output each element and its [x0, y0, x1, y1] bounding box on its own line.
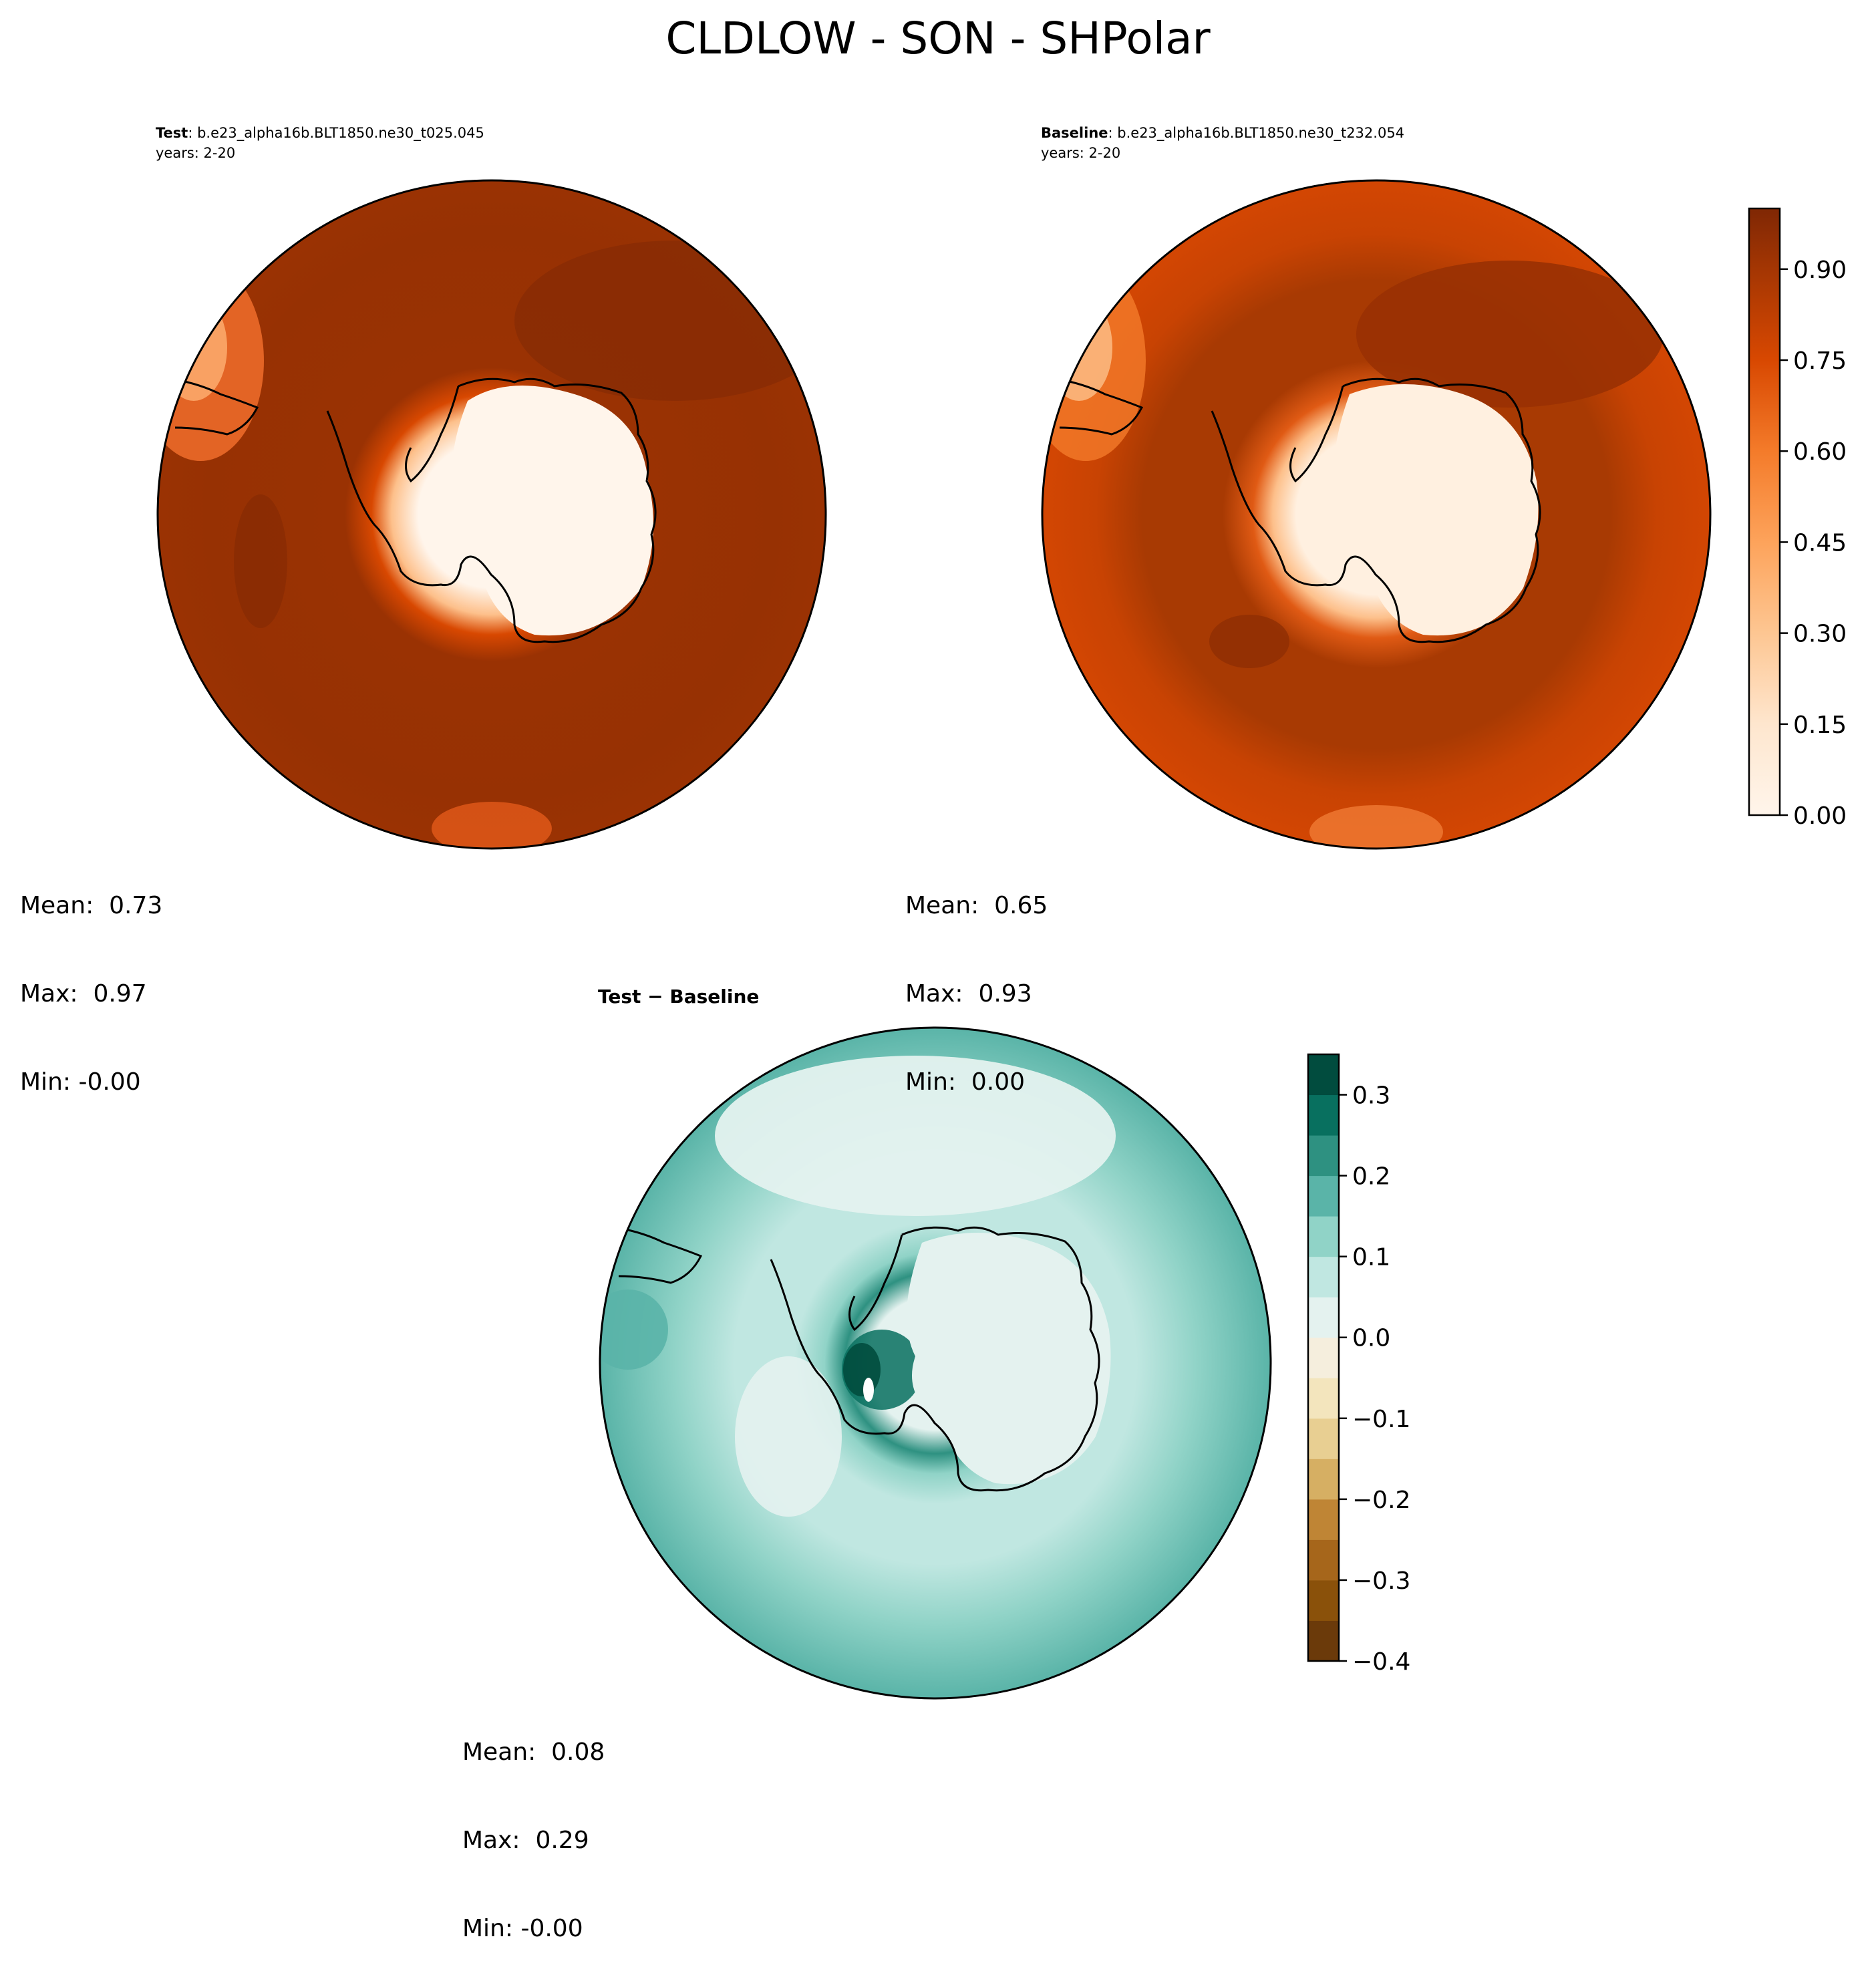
colorbar-cloud-fraction: 0.00 0.15 0.30 0.45 0.60 0.75 0.90 — [1748, 207, 1847, 830]
colorbar-difference: −0.4 −0.3 −0.2 −0.1 0.0 0.1 0.2 0.3 — [1307, 1053, 1410, 1676]
colorbar-cloud-fraction-bar — [1748, 207, 1781, 816]
map-baseline-dark-region — [1356, 261, 1664, 408]
stats-difference-min: Min: -0.00 — [462, 1915, 583, 1942]
map-baseline-antarctica-core — [1334, 384, 1539, 636]
stats-test-min: Min: -0.00 — [20, 1068, 141, 1096]
map-test — [158, 180, 826, 849]
panel-test-label-rest: : b.e23_alpha16b.BLT1850.ne30_t025.045 — [188, 125, 484, 142]
colorbar-difference-tick-label: −0.4 — [1352, 1648, 1410, 1676]
colorbar-difference-frame — [1307, 1053, 1340, 1662]
panel-difference: Test − Baseline — [598, 985, 1272, 1700]
map-difference-border — [599, 1026, 1272, 1700]
colorbar-cloud-fraction-tick-label: 0.00 — [1793, 802, 1847, 830]
panel-test: Test: b.e23_alpha16b.BLT1850.ne30_t025.0… — [156, 125, 827, 850]
stats-test-mean: Mean: 0.73 — [20, 892, 163, 919]
figure-title: CLDLOW - SON - SHPolar — [665, 13, 1211, 64]
panel-test-label: Test: b.e23_alpha16b.BLT1850.ne30_t025.0… — [156, 125, 484, 142]
map-difference-max-region — [843, 1343, 881, 1396]
map-test-south-america-coast — [174, 378, 259, 436]
map-difference-coastline — [770, 1226, 1100, 1492]
colorbar-difference-tick-label: 0.1 — [1352, 1244, 1390, 1271]
map-test-dark-region — [514, 241, 826, 401]
colorbar-cloud-fraction-tick-label: 0.15 — [1793, 712, 1847, 739]
colorbar-difference-ticks: −0.4 −0.3 −0.2 −0.1 0.0 0.1 0.2 0.3 — [1339, 1082, 1410, 1676]
colorbar-difference-band — [1308, 1175, 1339, 1217]
map-test-border — [156, 179, 827, 850]
colorbar-difference-tick-label: 0.2 — [1352, 1163, 1390, 1191]
colorbar-difference-band — [1308, 1297, 1339, 1338]
stats-difference: Mean: 0.08 Max: 0.29 Min: -0.00 — [462, 1679, 605, 1973]
map-test-light-edge — [432, 802, 552, 849]
colorbar-cloud-fraction-tick-label: 0.75 — [1793, 347, 1847, 375]
map-baseline-border — [1041, 179, 1712, 850]
colorbar-difference-bands — [1308, 1054, 1339, 1662]
colorbar-difference-band — [1308, 1499, 1339, 1540]
colorbar-difference-band — [1308, 1579, 1339, 1621]
colorbar-difference-band — [1308, 1094, 1339, 1136]
map-baseline — [1042, 180, 1710, 849]
map-difference-blank-spot — [863, 1378, 874, 1402]
colorbar-difference-band — [1308, 1620, 1339, 1662]
map-difference-antarctica-core — [907, 1233, 1111, 1485]
colorbar-difference-band — [1308, 1054, 1339, 1096]
map-baseline-coastline — [1211, 377, 1541, 643]
panel-test-label-bold: Test — [156, 125, 188, 141]
colorbar-cloud-fraction-tick-label: 0.60 — [1793, 438, 1847, 466]
map-test-coastline — [326, 377, 657, 643]
colorbar-cloud-fraction-tick-label: 0.90 — [1793, 257, 1847, 284]
colorbar-difference-band — [1308, 1459, 1339, 1500]
panel-difference-label: Test − Baseline — [598, 985, 759, 1008]
stats-baseline-max: Max: 0.93 — [905, 980, 1032, 1008]
colorbar-difference-tick-label: −0.3 — [1352, 1567, 1410, 1595]
map-baseline-south-america-coast — [1059, 378, 1144, 436]
panel-baseline-label-bold: Baseline — [1041, 125, 1108, 141]
panel-baseline-label: Baseline: b.e23_alpha16b.BLT1850.ne30_t2… — [1041, 125, 1404, 142]
stats-difference-mean: Mean: 0.08 — [462, 1738, 605, 1766]
colorbar-difference-tick-label: −0.1 — [1352, 1406, 1410, 1433]
colorbar-cloud-fraction-ticks: 0.00 0.15 0.30 0.45 0.60 0.75 0.90 — [1780, 257, 1847, 830]
figure: CLDLOW - SON - SHPolar Test: b.e23_alpha… — [156, 13, 1847, 1700]
map-difference-positive-region — [600, 1289, 668, 1370]
map-test-antarctica-core — [452, 386, 653, 636]
stats-test-max: Max: 0.97 — [20, 980, 147, 1008]
panel-baseline-label-rest: : b.e23_alpha16b.BLT1850.ne30_t232.054 — [1108, 125, 1405, 142]
map-test-dark-region — [234, 494, 287, 628]
colorbar-difference-band — [1308, 1378, 1339, 1419]
stats-baseline: Mean: 0.65 Max: 0.93 Min: 0.00 — [905, 832, 1048, 1126]
panel-test-years: years: 2-20 — [156, 145, 235, 161]
colorbar-cloud-fraction-tick-label: 0.45 — [1793, 529, 1847, 557]
colorbar-difference-tick-label: 0.3 — [1352, 1082, 1390, 1110]
map-baseline-dark-region — [1209, 615, 1289, 668]
colorbar-difference-tick-label: 0.0 — [1352, 1325, 1390, 1352]
map-difference-near-zero-region — [715, 1056, 1116, 1216]
stats-test: Mean: 0.73 Max: 0.97 Min: -0.00 — [20, 832, 162, 1126]
map-baseline-light-edge — [1309, 805, 1443, 849]
stats-baseline-mean: Mean: 0.65 — [905, 892, 1048, 919]
colorbar-difference-band — [1308, 1418, 1339, 1459]
panel-baseline: Baseline: b.e23_alpha16b.BLT1850.ne30_t2… — [1041, 125, 1712, 850]
colorbar-difference-band — [1308, 1337, 1339, 1378]
map-difference-near-zero-region — [735, 1356, 842, 1517]
colorbar-difference-band — [1308, 1539, 1339, 1581]
colorbar-difference-tick-label: −0.2 — [1352, 1487, 1410, 1514]
stats-difference-max: Max: 0.29 — [462, 1827, 589, 1854]
colorbar-difference-band — [1308, 1135, 1339, 1177]
colorbar-difference-band — [1308, 1216, 1339, 1257]
stats-baseline-min: Min: 0.00 — [905, 1068, 1026, 1096]
colorbar-cloud-fraction-tick-label: 0.30 — [1793, 621, 1847, 648]
map-difference-south-america-coast — [618, 1227, 703, 1284]
map-difference — [600, 1028, 1271, 1698]
colorbar-difference-band — [1308, 1256, 1339, 1298]
panel-baseline-years: years: 2-20 — [1041, 145, 1120, 161]
